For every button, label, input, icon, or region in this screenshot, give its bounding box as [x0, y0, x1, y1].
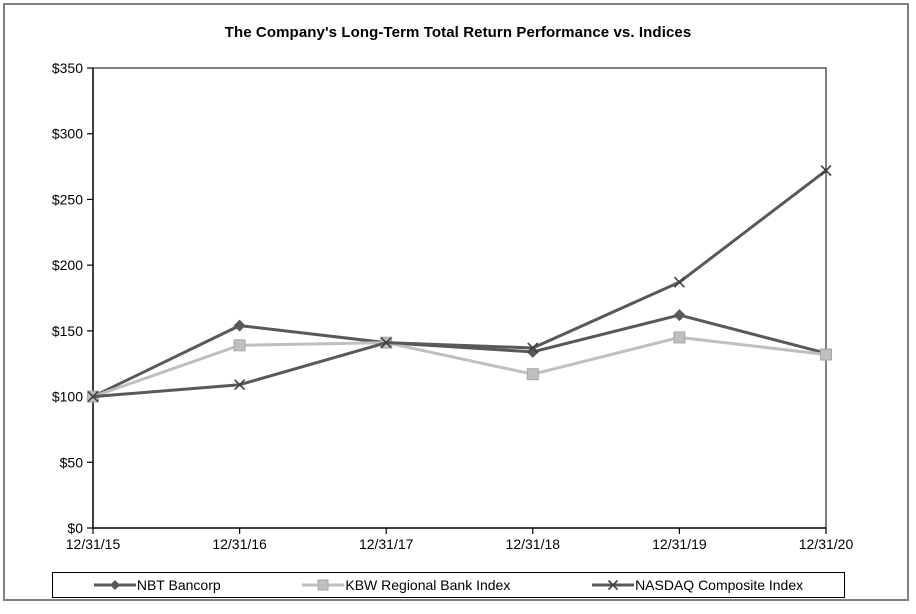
y-tick-label: $350: [52, 60, 83, 76]
x-marker-icon: [87, 391, 99, 403]
legend-x-marker-icon: [592, 579, 635, 591]
series-line-nbt-bancorp: [92, 313, 827, 398]
x-tick-label: 12/31/20: [799, 536, 854, 552]
y-tick-label: $0: [67, 520, 83, 536]
series-nasdaq-composite-index: [87, 164, 832, 403]
x-tick-label: 12/31/16: [212, 536, 267, 552]
x-tick-label: 12/31/18: [506, 536, 561, 552]
x-tick-label: 12/31/19: [652, 536, 707, 552]
legend-label: KBW Regional Bank Index: [345, 577, 511, 593]
y-tick-label: $200: [52, 257, 83, 273]
y-tick-label: $300: [52, 126, 83, 142]
legend-diamond-marker-icon: [93, 580, 136, 590]
x-marker-icon: [234, 379, 246, 391]
legend-item-nasdaq-composite-index: NASDAQ Composite Index: [592, 577, 803, 593]
y-tick-label: $100: [52, 389, 83, 405]
series-kbw-regional-bank-index: [87, 331, 832, 403]
square-marker-icon: [820, 348, 832, 361]
x-marker-icon: [527, 342, 539, 354]
legend-item-nbt-bancorp: NBT Bancorp: [93, 577, 221, 593]
x-marker-icon: [380, 337, 392, 349]
square-marker-icon: [233, 339, 246, 352]
legend-square-marker-icon: [302, 579, 345, 591]
y-tick-label: $250: [52, 191, 83, 207]
y-tick-label: $150: [52, 323, 83, 339]
diamond-marker-icon: [673, 309, 686, 322]
square-marker-icon: [526, 368, 539, 381]
plot-area-border: [92, 67, 827, 529]
x-marker-icon: [673, 276, 685, 288]
series-line-kbw-regional-bank-index: [92, 335, 827, 398]
x-tick-label: 12/31/15: [66, 536, 121, 552]
x-tick-label: 12/31/17: [359, 536, 414, 552]
series-line-nasdaq-composite-index: [92, 169, 827, 399]
y-tick-label: $50: [60, 454, 84, 470]
legend-label: NASDAQ Composite Index: [635, 577, 804, 593]
legend-label: NBT Bancorp: [136, 577, 221, 593]
square-marker-icon: [673, 331, 686, 344]
chart-legend: NBT Bancorp KBW Regional Bank Index NASDAQ…: [52, 572, 845, 598]
x-marker-icon: [820, 164, 832, 177]
diamond-marker-icon: [233, 319, 246, 332]
legend-item-kbw-regional-bank-index: KBW Regional Bank Index: [302, 577, 510, 593]
chart-title: The Company's Long-Term Total Return Per…: [224, 24, 692, 41]
